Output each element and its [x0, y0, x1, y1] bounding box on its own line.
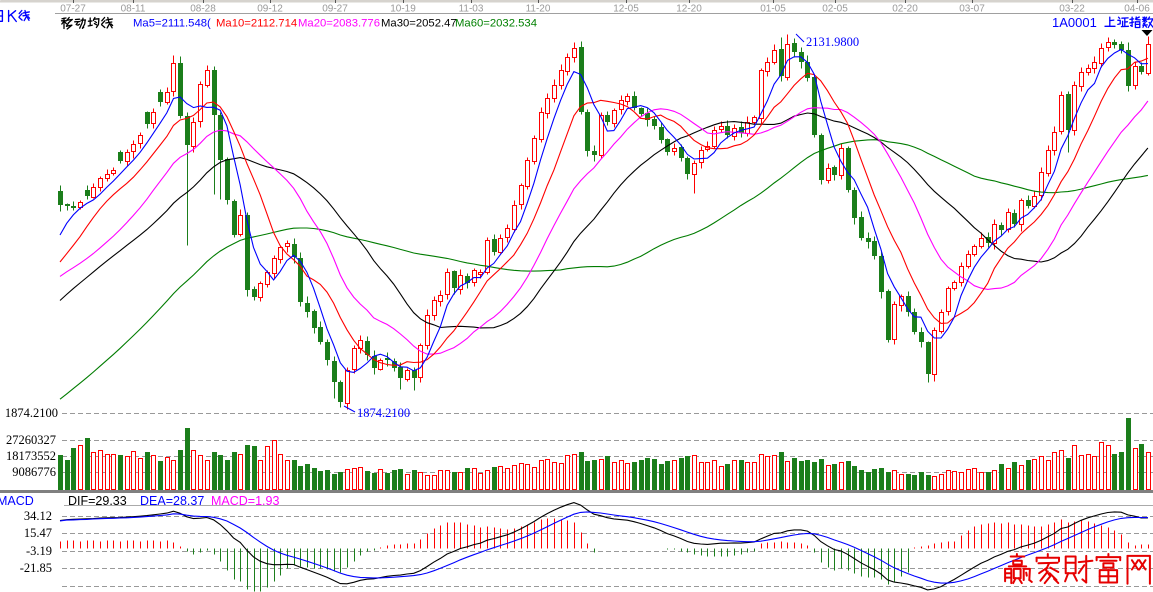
svg-text:02-20: 02-20 — [892, 4, 918, 15]
svg-text:10-19: 10-19 — [390, 4, 416, 15]
svg-text:-21.85: -21.85 — [20, 561, 52, 575]
svg-text:09-12: 09-12 — [257, 4, 283, 15]
svg-text:08-11: 08-11 — [121, 4, 146, 15]
svg-text:02-05: 02-05 — [822, 4, 848, 15]
svg-text:08-28: 08-28 — [190, 4, 216, 15]
svg-text:Ma20=2083.776: Ma20=2083.776 — [298, 18, 380, 30]
svg-text:DIF=29.33: DIF=29.33 — [68, 494, 127, 508]
svg-text:03-07: 03-07 — [959, 4, 985, 15]
svg-text:MACD=1.93: MACD=1.93 — [211, 494, 279, 508]
svg-text:34.12: 34.12 — [24, 509, 52, 523]
svg-text:Ma30=2052.47: Ma30=2052.47 — [381, 18, 457, 30]
svg-text:09-27: 09-27 — [322, 4, 348, 15]
svg-text:12-20: 12-20 — [676, 4, 702, 15]
svg-text:1874.2100: 1874.2100 — [5, 406, 58, 420]
svg-text:MACD: MACD — [0, 494, 34, 508]
svg-text:DEA=28.37: DEA=28.37 — [140, 494, 204, 508]
svg-text:9086776: 9086776 — [12, 465, 56, 479]
svg-text:12-05: 12-05 — [613, 4, 639, 15]
svg-text:Ma5=2111.548(: Ma5=2111.548( — [133, 18, 211, 30]
svg-text:01-05: 01-05 — [760, 4, 786, 15]
svg-text:03-22: 03-22 — [1059, 4, 1085, 15]
svg-text:11-20: 11-20 — [526, 4, 551, 15]
svg-text:Ma10=2112.714: Ma10=2112.714 — [216, 18, 297, 30]
svg-text:-3.19: -3.19 — [26, 544, 52, 558]
svg-text:15.47: 15.47 — [24, 526, 52, 540]
svg-text:11-03: 11-03 — [459, 4, 484, 15]
svg-text:2131.9800: 2131.9800 — [806, 35, 859, 49]
svg-text:04-06: 04-06 — [1124, 4, 1150, 15]
svg-text:1874.2100: 1874.2100 — [357, 406, 410, 420]
svg-text:18173552: 18173552 — [6, 449, 56, 463]
svg-text:1A0001: 1A0001 — [1052, 15, 1097, 30]
svg-text:07-27: 07-27 — [60, 4, 86, 15]
svg-text:27260327: 27260327 — [6, 433, 56, 447]
svg-text:Ma60=2032.534: Ma60=2032.534 — [455, 18, 537, 30]
